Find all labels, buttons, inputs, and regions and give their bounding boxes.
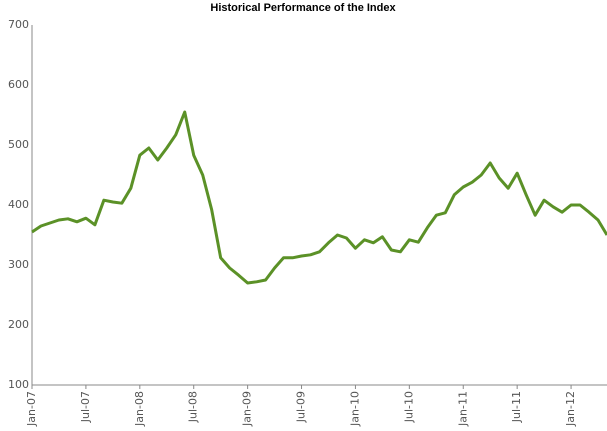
y-tick-label: 600 bbox=[8, 78, 29, 91]
x-tick-label: Jan-12 bbox=[564, 391, 577, 427]
y-tick-label: 100 bbox=[8, 378, 29, 391]
x-tick-label: Jan-08 bbox=[133, 391, 146, 427]
line bbox=[31, 110, 607, 285]
x-tick-label: Jul-07 bbox=[79, 391, 92, 423]
y-tick-label: 300 bbox=[8, 258, 29, 271]
x-tick-label: Jul-11 bbox=[510, 391, 523, 423]
x-tick-label: Jul-10 bbox=[402, 391, 415, 423]
y-tick-label: 500 bbox=[8, 138, 29, 151]
y-tick-label: 700 bbox=[8, 18, 29, 31]
x-tick-label: Jan-09 bbox=[241, 391, 254, 427]
x-tick-label: Jan-11 bbox=[456, 391, 469, 427]
y-tick-label: 400 bbox=[8, 198, 29, 211]
x-tick-label: Jul-08 bbox=[187, 391, 200, 423]
chart-title: Historical Performance of the Index bbox=[210, 2, 396, 14]
x-tick-label: Jul-09 bbox=[295, 391, 308, 423]
x-tick-label: Jan-10 bbox=[348, 391, 361, 427]
x-tick-label: Jan-07 bbox=[25, 391, 38, 427]
y-tick-label: 200 bbox=[8, 318, 29, 331]
